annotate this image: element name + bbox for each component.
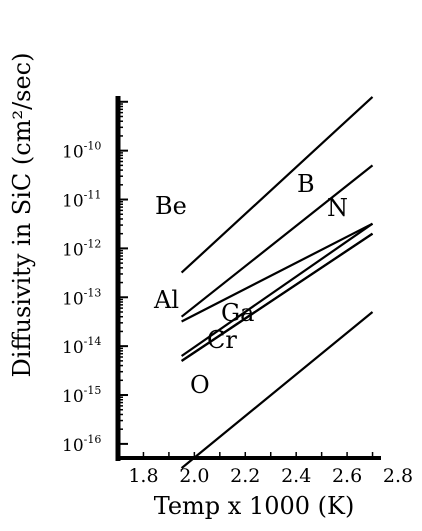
x-tick-label: 2.2 [230,465,260,487]
y-tick-label: 10-12 [62,237,101,260]
series-line-b [180,164,374,318]
x-tick-label: 2.8 [383,465,413,487]
x-tick-label: 2.6 [332,465,362,487]
y-tick-label: 10-15 [62,384,101,407]
y-axis-title: Diffusivity in SiC (cm²/sec) [8,53,36,378]
x-tick-label: 2.0 [179,465,209,487]
series-label-n: N [327,194,348,222]
series-label-b: B [297,170,315,198]
y-tick-label: 10-13 [62,286,101,309]
series-label-cr: Cr [207,326,237,354]
series-label-be: Be [155,192,187,220]
x-axis-title: Temp x 1000 (K) [154,492,355,520]
x-tick-label: 1.8 [128,465,158,487]
series-line-be [180,96,374,274]
x-tick-label: 2.4 [281,465,311,487]
series-line-o [180,311,374,469]
tick-labels: 1.8 2.0 2.2 2.4 2.6 2.8 10-16 10-15 10-14 10-13 10… [62,140,413,487]
series-label-ga: Ga [221,299,254,327]
y-tick-label: 10-10 [62,140,101,163]
series-lines [180,96,374,469]
y-tick-label: 10-14 [62,335,101,358]
series-label-o: O [190,371,210,399]
series-line-n [181,222,374,323]
series-line-al [180,222,374,357]
series-line-cr [180,232,374,362]
y-tick-label: 10-11 [62,189,101,212]
axes [115,96,381,461]
y-tick-label: 10-16 [62,433,101,456]
series-label-al: Al [153,286,179,314]
